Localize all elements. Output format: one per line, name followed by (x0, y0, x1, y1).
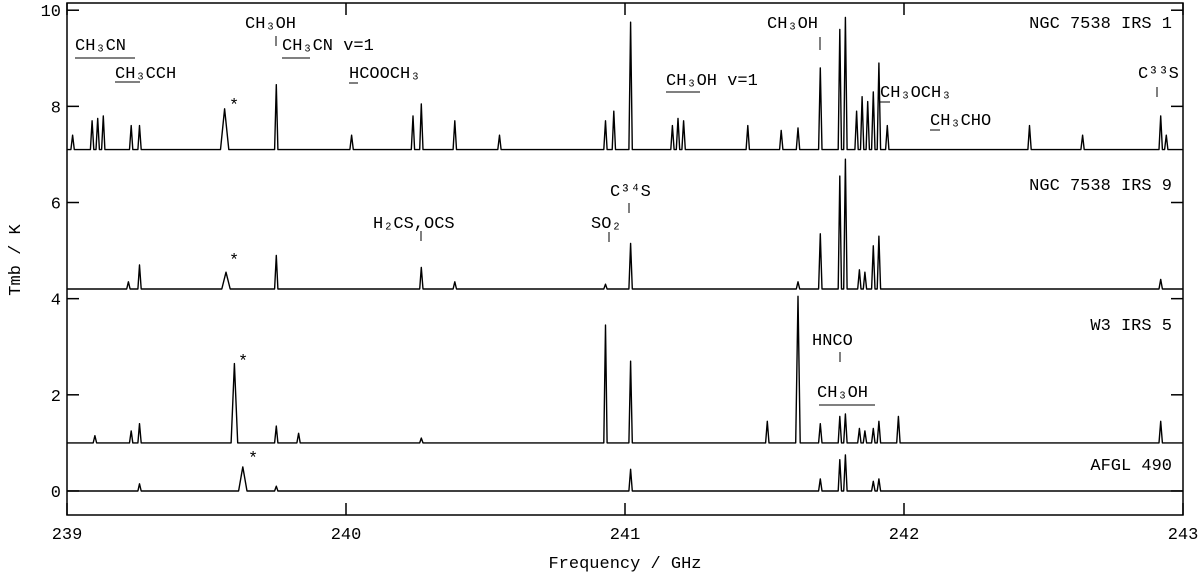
y-tick-label: 4 (51, 292, 61, 311)
series-label: NGC 7538 IRS 1 (1029, 15, 1172, 34)
annotation: H₂CS,OCS (373, 215, 455, 234)
annotation: HNCO (812, 332, 853, 351)
annotation: * (248, 450, 258, 469)
x-tick-label: 243 (1168, 526, 1199, 545)
annotation: CH₃CN (75, 37, 126, 56)
annotation: HCOOCH₃ (349, 65, 420, 84)
annotation: CH₃OH (245, 15, 296, 34)
series-label: AFGL 490 (1090, 457, 1172, 476)
y-tick-label: 8 (51, 99, 61, 118)
series-label: NGC 7538 IRS 9 (1029, 177, 1172, 196)
annotation: CH₃CN v=1 (282, 37, 374, 56)
annotation: CH₃OH v=1 (666, 72, 758, 91)
x-axis-label: Frequency / GHz (548, 555, 701, 574)
annotation: CH₃CCH (115, 65, 176, 84)
annotation: CH₃CHO (930, 112, 991, 131)
annotation: SO₂ (591, 215, 622, 234)
spectrum (67, 16, 1183, 151)
spectrum (67, 158, 1183, 290)
x-tick-label: 241 (610, 526, 641, 545)
y-tick-label: 2 (51, 388, 61, 407)
annotation: * (229, 97, 239, 116)
x-tick-label: 239 (52, 526, 83, 545)
y-tick-label: 6 (51, 196, 61, 215)
annotation: CH₃OCH₃ (880, 84, 951, 103)
x-tick-label: 240 (331, 526, 362, 545)
y-axis-label: Tmb / K (7, 224, 26, 296)
y-tick-label: 0 (51, 484, 61, 503)
y-tick-label: 10 (41, 3, 61, 22)
annotation: CH₃OH (817, 384, 868, 403)
annotation: C³⁴S (610, 183, 651, 202)
x-tick-label: 242 (889, 526, 920, 545)
series-label: W3 IRS 5 (1090, 317, 1172, 336)
spectrum (67, 295, 1183, 444)
annotation: C³³S (1138, 65, 1179, 84)
spectrum (67, 454, 1183, 492)
annotation: CH₃OH (767, 15, 818, 34)
annotation: * (229, 252, 239, 271)
annotation: * (238, 353, 248, 372)
